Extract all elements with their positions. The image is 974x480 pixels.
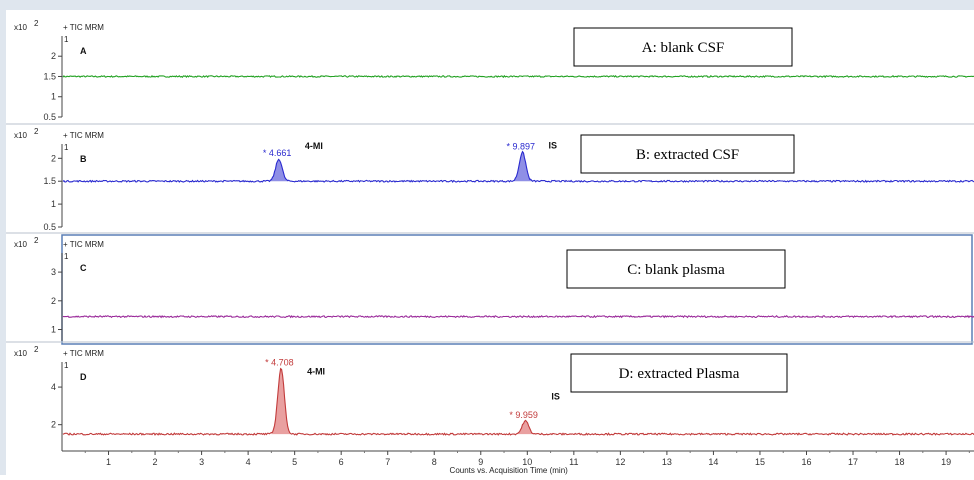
x-tick-label: 1 bbox=[106, 457, 111, 467]
legend-box bbox=[566, 249, 786, 289]
panel-letter: B bbox=[80, 154, 87, 164]
y-multiplier-exponent: 2 bbox=[34, 236, 39, 245]
y-tick-label: 2 bbox=[51, 153, 56, 163]
top-border bbox=[0, 0, 974, 10]
y-tick-label: 1.5 bbox=[43, 176, 56, 186]
panel-d: x10 2 + TIC MRM 1 D 2 4 * 4.708 4-MI * 9.959 IS D: … bbox=[6, 341, 974, 451]
x-tick-label: 7 bbox=[385, 457, 390, 467]
legend-text: C: blank plasma bbox=[627, 262, 725, 278]
panel-letter: D bbox=[80, 372, 87, 382]
scan-header: + TIC MRM bbox=[63, 23, 104, 32]
y-multiplier: x10 bbox=[14, 131, 27, 140]
y-tick-label: 1 bbox=[51, 199, 56, 209]
y-tick-label: 2 bbox=[51, 420, 56, 430]
legend-text: B: extracted CSF bbox=[636, 147, 739, 163]
legend-box bbox=[580, 134, 795, 174]
x-tick-label: 2 bbox=[153, 457, 158, 467]
scale-top-tick: 1 bbox=[64, 35, 69, 44]
x-tick-label: 17 bbox=[848, 457, 858, 467]
scan-header: + TIC MRM bbox=[63, 349, 104, 358]
signal-trace bbox=[62, 367, 974, 436]
x-tick-label: 9 bbox=[478, 457, 483, 467]
legend-box bbox=[570, 353, 788, 393]
x-tick-label: 11 bbox=[569, 457, 578, 467]
y-multiplier: x10 bbox=[14, 349, 27, 358]
panel-letter: A bbox=[80, 46, 87, 56]
x-tick-label: 15 bbox=[755, 457, 765, 467]
peak-name-label: 4-MI bbox=[305, 141, 323, 151]
x-tick-label: 3 bbox=[199, 457, 204, 467]
x-tick-label: 5 bbox=[292, 457, 297, 467]
y-multiplier-exponent: 2 bbox=[34, 19, 39, 28]
x-tick-label: 10 bbox=[522, 457, 532, 467]
signal-trace bbox=[62, 74, 974, 79]
peak-rt-label: * 9.959 bbox=[509, 410, 538, 420]
scan-header: + TIC MRM bbox=[63, 131, 104, 140]
left-border bbox=[0, 10, 6, 475]
y-tick-label: 1.5 bbox=[43, 71, 56, 81]
y-multiplier: x10 bbox=[14, 23, 27, 32]
selected-panel-border bbox=[61, 234, 973, 345]
y-tick-label: 1 bbox=[51, 92, 56, 102]
panel-letter: C bbox=[80, 263, 87, 273]
signal-trace bbox=[62, 314, 974, 319]
y-tick-label: 4 bbox=[51, 382, 56, 392]
peak-name-label: IS bbox=[549, 140, 558, 150]
y-tick-label: 1 bbox=[51, 325, 56, 335]
y-multiplier-exponent: 2 bbox=[34, 127, 39, 136]
x-tick-label: 4 bbox=[246, 457, 251, 467]
legend-text: D: extracted Plasma bbox=[619, 366, 740, 382]
scan-header: + TIC MRM bbox=[63, 240, 104, 249]
x-tick-label: 8 bbox=[432, 457, 437, 467]
panel-c: x10 2 + TIC MRM 1 C 1 2 3 C: blank plasma bbox=[6, 232, 974, 345]
y-tick-label: 3 bbox=[51, 267, 56, 277]
peak-rt-label: * 9.897 bbox=[507, 141, 536, 151]
x-tick-label: 6 bbox=[339, 457, 344, 467]
peak-rt-label: * 4.661 bbox=[263, 148, 292, 158]
panel-b: x10 2 + TIC MRM 1 B 0.5 1 1.5 2 * 4.661 4-MI * 9.89… bbox=[6, 123, 974, 232]
y-tick-label: 0.5 bbox=[43, 112, 56, 122]
panel-a: x10 2 + TIC MRM 1 A 0.5 1 1.5 2 A: blank CSF bbox=[14, 19, 974, 122]
y-multiplier-exponent: 2 bbox=[34, 345, 39, 354]
x-tick-label: 19 bbox=[941, 457, 951, 467]
peak-name-label: IS bbox=[551, 391, 560, 401]
x-tick-label: 14 bbox=[708, 457, 718, 467]
x-tick-label: 13 bbox=[662, 457, 672, 467]
scale-top-tick: 1 bbox=[64, 252, 69, 261]
scale-top-tick: 1 bbox=[64, 361, 69, 370]
peak-name-label: 4-MI bbox=[307, 366, 325, 376]
legend-box bbox=[573, 27, 793, 67]
y-tick-label: 0.5 bbox=[43, 222, 56, 232]
y-multiplier: x10 bbox=[14, 240, 27, 249]
x-axis-title: Counts vs. Acquisition Time (min) bbox=[450, 466, 569, 475]
legend-text: A: blank CSF bbox=[642, 40, 725, 56]
x-tick-label: 18 bbox=[895, 457, 905, 467]
peak-rt-label: * 4.708 bbox=[265, 357, 294, 367]
scale-top-tick: 1 bbox=[64, 143, 69, 152]
y-tick-label: 2 bbox=[51, 296, 56, 306]
signal-trace bbox=[62, 150, 974, 183]
y-tick-label: 2 bbox=[51, 51, 56, 61]
x-tick-label: 16 bbox=[801, 457, 811, 467]
x-tick-label: 12 bbox=[615, 457, 625, 467]
